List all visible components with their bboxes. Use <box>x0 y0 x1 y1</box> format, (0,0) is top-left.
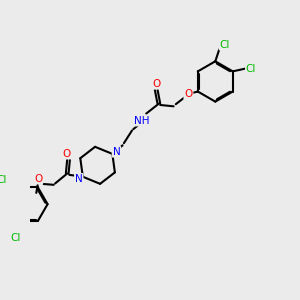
Text: O: O <box>184 89 193 99</box>
Text: N: N <box>75 174 82 184</box>
Text: N: N <box>112 147 120 157</box>
Text: Cl: Cl <box>220 40 230 50</box>
Text: Cl: Cl <box>10 233 20 243</box>
Text: NH: NH <box>134 116 150 126</box>
Text: O: O <box>34 174 42 184</box>
Text: O: O <box>62 148 70 159</box>
Text: Cl: Cl <box>246 64 256 74</box>
Text: Cl: Cl <box>0 175 7 185</box>
Text: O: O <box>152 79 160 89</box>
